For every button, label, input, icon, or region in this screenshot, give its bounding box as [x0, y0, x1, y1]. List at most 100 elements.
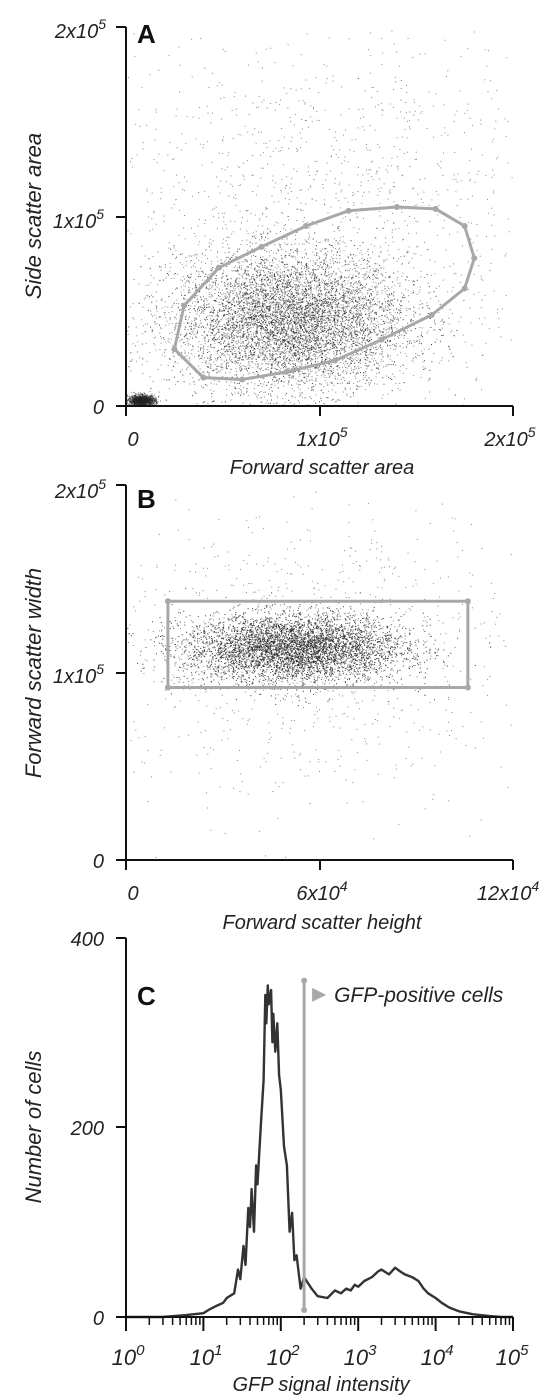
data-point [261, 283, 263, 285]
data-point [258, 312, 259, 314]
data-point [246, 358, 248, 360]
data-point [209, 314, 211, 316]
data-point [268, 344, 270, 346]
data-point [347, 263, 349, 265]
data-point [279, 271, 281, 273]
data-point [347, 292, 349, 294]
data-point [320, 320, 322, 322]
data-point [356, 315, 357, 317]
data-point [413, 314, 415, 316]
data-point [316, 285, 318, 287]
data-point [272, 350, 274, 352]
data-point [255, 292, 257, 294]
data-point [253, 392, 255, 394]
data-point [326, 301, 328, 303]
data-point [240, 320, 242, 322]
data-point [324, 282, 325, 284]
data-point [239, 305, 241, 307]
data-point [216, 321, 217, 323]
data-point [420, 331, 422, 333]
data-point [260, 329, 262, 331]
data-point [327, 336, 329, 338]
data-point [327, 322, 328, 324]
data-point [229, 372, 231, 374]
data-point [254, 373, 256, 375]
data-point [294, 268, 296, 269]
data-point [229, 295, 231, 297]
data-point [238, 327, 240, 329]
data-point [370, 298, 372, 300]
data-point [434, 261, 436, 263]
data-point [336, 333, 337, 335]
data-point [170, 338, 172, 340]
data-point [186, 280, 187, 282]
data-point [308, 232, 309, 234]
data-point [327, 308, 329, 309]
data-point [352, 302, 354, 304]
data-point [286, 367, 288, 369]
data-point [274, 257, 276, 259]
data-point [249, 331, 251, 333]
data-point [321, 345, 323, 347]
data-point [201, 335, 203, 336]
data-point [361, 285, 363, 286]
data-point [307, 313, 309, 315]
data-point [239, 358, 241, 359]
data-point [325, 397, 327, 398]
data-point [243, 327, 245, 329]
data-point [226, 329, 228, 331]
data-point [421, 327, 423, 329]
data-point [408, 295, 410, 297]
data-point [172, 345, 174, 347]
data-point [169, 332, 171, 334]
data-point [248, 307, 250, 309]
data-point [347, 304, 349, 306]
data-point [301, 265, 303, 267]
data-point [354, 294, 356, 296]
data-point [328, 332, 330, 334]
data-point [311, 389, 313, 391]
data-point [146, 361, 148, 363]
data-point [331, 275, 333, 276]
data-point [264, 356, 266, 358]
data-point [225, 224, 227, 226]
data-point [308, 285, 309, 286]
data-point [291, 354, 293, 356]
data-point [369, 362, 371, 363]
data-point [300, 313, 302, 315]
data-point [273, 315, 274, 317]
data-point [406, 355, 408, 357]
data-point [232, 298, 234, 300]
data-point [418, 307, 420, 309]
data-point [347, 292, 349, 294]
data-point [199, 349, 201, 351]
data-point [200, 358, 202, 360]
data-point [399, 389, 401, 391]
data-point [375, 348, 377, 350]
data-point [379, 353, 381, 355]
data-point [284, 283, 286, 285]
data-point [189, 336, 191, 338]
data-point [299, 304, 301, 306]
data-point [332, 260, 334, 262]
data-point [381, 267, 383, 269]
data-point [269, 388, 270, 390]
data-point [353, 332, 355, 334]
data-point [292, 360, 293, 362]
data-point [173, 273, 175, 275]
data-point [168, 247, 170, 249]
data-point [344, 316, 346, 317]
data-point [380, 267, 382, 269]
data-point [372, 251, 373, 253]
data-point [365, 304, 367, 306]
data-point [305, 279, 307, 280]
data-point [256, 270, 258, 272]
data-point [177, 307, 179, 309]
data-point [340, 378, 342, 380]
data-point [304, 349, 306, 351]
data-point [313, 343, 315, 345]
data-point [266, 399, 268, 401]
data-point [252, 295, 254, 297]
data-point [340, 272, 342, 274]
data-point [270, 328, 271, 330]
